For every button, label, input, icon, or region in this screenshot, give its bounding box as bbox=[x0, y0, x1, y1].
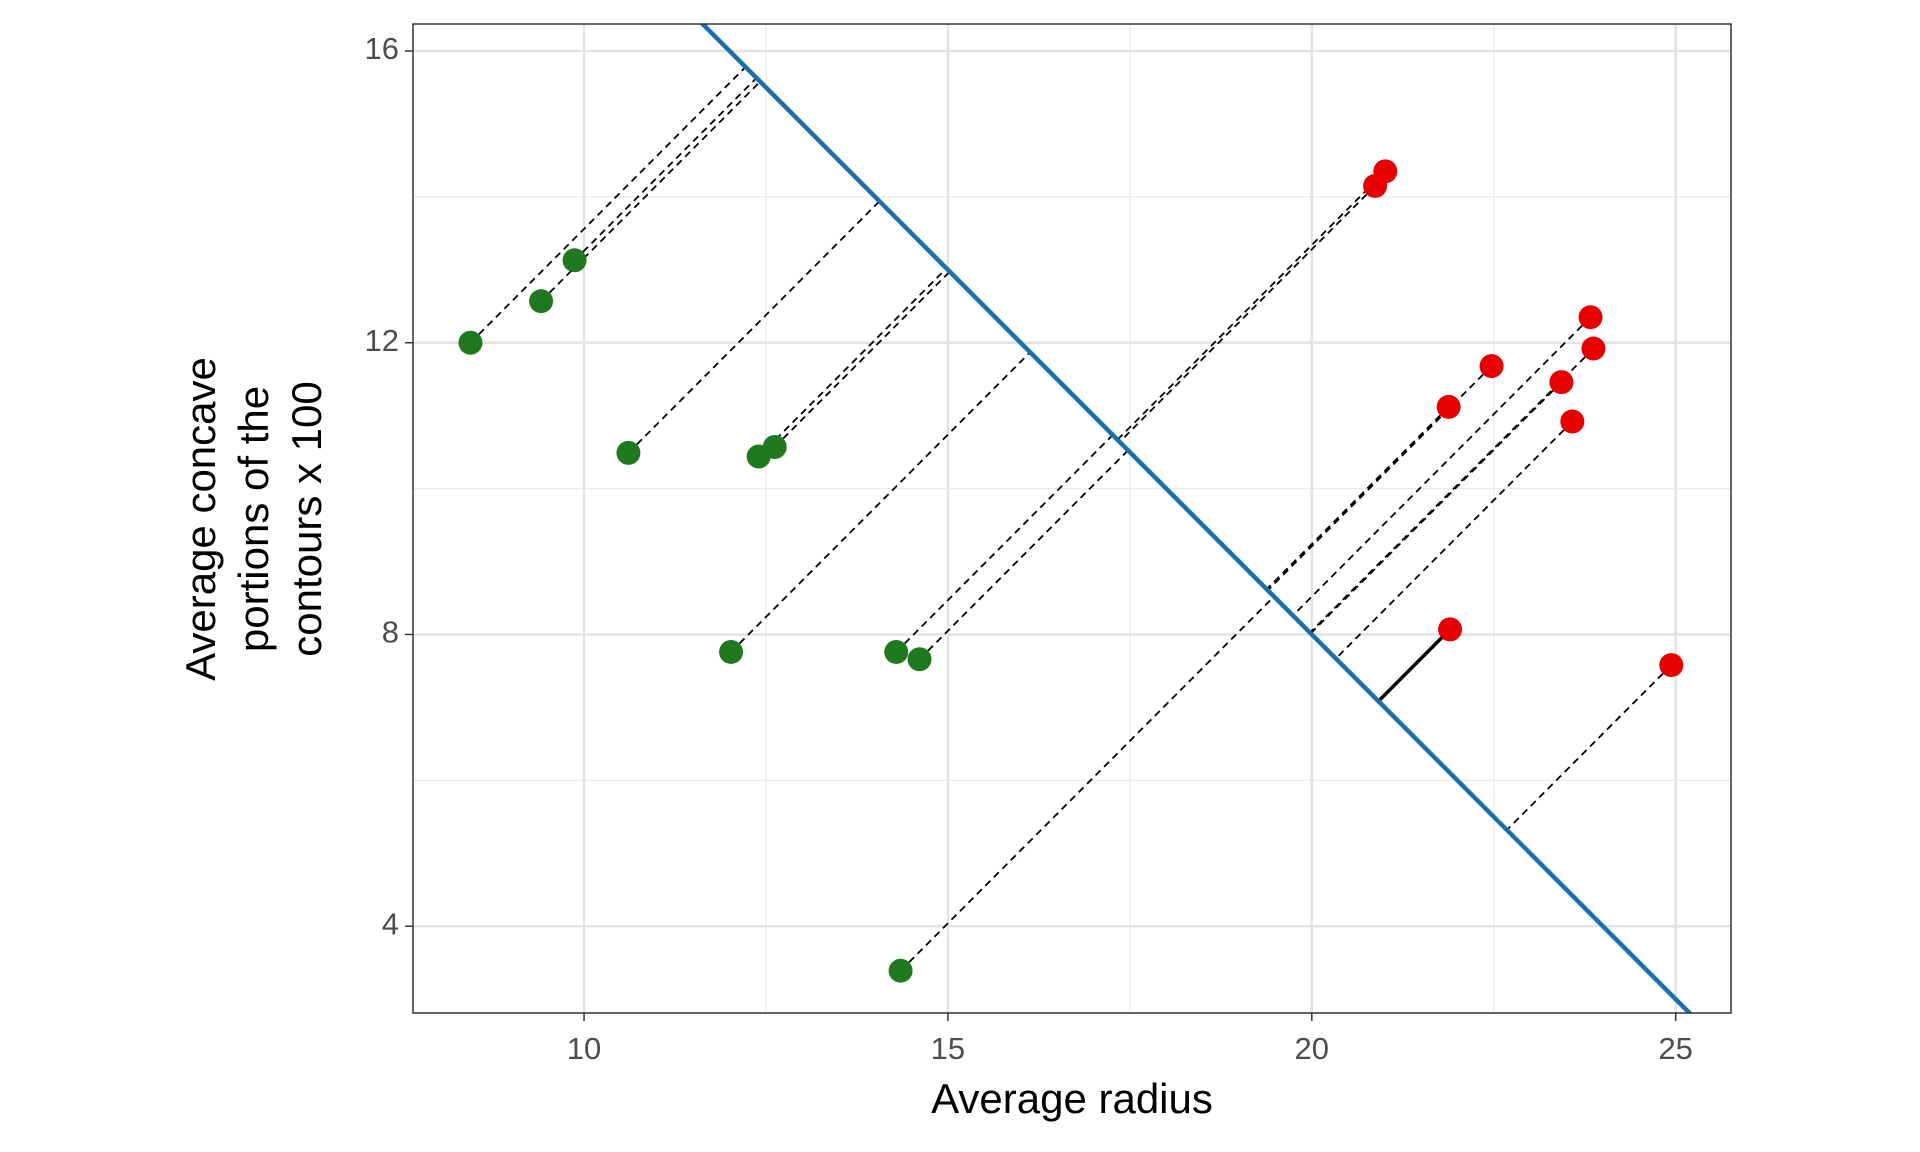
point bbox=[1549, 370, 1574, 395]
point bbox=[888, 958, 913, 983]
x-tick-label: 10 bbox=[567, 1031, 601, 1066]
y-axis-title-line: contours x 100 bbox=[283, 381, 330, 657]
projection-line bbox=[469, 66, 747, 344]
projection-line bbox=[1335, 420, 1573, 660]
point bbox=[1578, 305, 1603, 330]
projection-line bbox=[1309, 347, 1595, 634]
point bbox=[907, 647, 932, 672]
y-axis-title: Average concave portions of the contours… bbox=[177, 357, 330, 681]
projection-line bbox=[1266, 406, 1450, 590]
projection-line bbox=[627, 200, 881, 454]
point bbox=[1373, 159, 1398, 184]
point bbox=[529, 289, 554, 314]
x-tick-label: 20 bbox=[1295, 1031, 1329, 1066]
y-tick-label: 8 bbox=[382, 615, 399, 650]
axes: 10 15 20 25 4 8 12 16 bbox=[365, 31, 1693, 1066]
point bbox=[1581, 336, 1606, 361]
point bbox=[1659, 653, 1684, 678]
projection-line bbox=[1377, 628, 1452, 703]
projection-line bbox=[1116, 170, 1386, 441]
y-tick-label: 16 bbox=[365, 31, 399, 66]
projection-line bbox=[573, 77, 758, 261]
projection-line bbox=[895, 434, 1114, 653]
projection-line bbox=[899, 595, 1275, 972]
x-tick-label: 25 bbox=[1658, 1031, 1692, 1066]
x-tick-label: 15 bbox=[931, 1031, 965, 1066]
point bbox=[1560, 409, 1585, 434]
projection-line bbox=[918, 449, 1129, 660]
point bbox=[616, 440, 641, 465]
point bbox=[1438, 617, 1463, 642]
point bbox=[562, 248, 587, 273]
point bbox=[458, 330, 483, 355]
y-axis-title-line: portions of the bbox=[230, 386, 277, 652]
y-axis-title-line: Average concave bbox=[177, 357, 224, 681]
panel-border bbox=[412, 23, 1732, 1014]
decision-boundary bbox=[699, 24, 1693, 1013]
point bbox=[884, 639, 909, 664]
y-tick-label: 12 bbox=[365, 323, 399, 358]
x-axis-title: Average radius bbox=[931, 1075, 1213, 1122]
point bbox=[1479, 354, 1504, 379]
plot-area bbox=[458, 24, 1693, 1013]
grid bbox=[413, 24, 1731, 1013]
projection-line bbox=[758, 267, 948, 458]
projection-line bbox=[1119, 185, 1376, 443]
point bbox=[1436, 394, 1461, 419]
y-tick-label: 4 bbox=[382, 906, 399, 941]
point bbox=[719, 639, 744, 664]
projection-line bbox=[774, 270, 951, 448]
projection-line bbox=[730, 351, 1031, 653]
projection-line bbox=[1292, 316, 1592, 617]
point bbox=[762, 435, 787, 460]
projection-line bbox=[1506, 664, 1672, 831]
